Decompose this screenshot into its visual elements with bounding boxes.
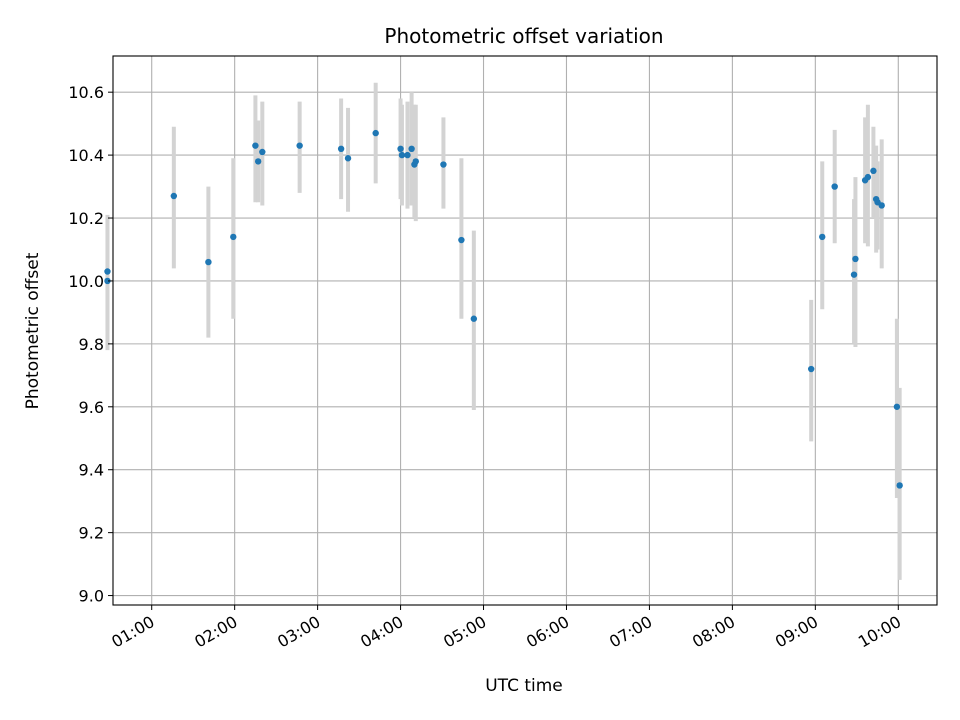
data-point <box>850 271 858 278</box>
data-point <box>440 161 447 168</box>
data-point <box>831 183 838 190</box>
data-point <box>259 148 266 156</box>
y-tick-label: 9.4 <box>79 461 104 480</box>
data-point <box>412 158 419 165</box>
data-point <box>819 233 826 241</box>
data-point <box>205 258 212 266</box>
data-point <box>807 365 815 373</box>
data-point <box>254 158 262 165</box>
data-point <box>344 155 352 162</box>
data-point <box>470 315 478 322</box>
data-point <box>296 142 303 149</box>
y-tick-label: 9.6 <box>79 398 104 417</box>
y-tick-label: 10.4 <box>68 146 104 165</box>
data-point <box>896 482 903 489</box>
data-point <box>408 145 415 153</box>
data-point <box>372 129 379 137</box>
x-axis-title: UTC time <box>485 676 563 696</box>
data-point <box>404 151 411 159</box>
plot-frame <box>112 55 938 606</box>
data-point <box>397 145 404 153</box>
data-point <box>230 233 237 241</box>
y-tick-label: 9.2 <box>79 524 104 543</box>
data-point <box>170 192 178 200</box>
data-points <box>104 129 903 489</box>
data-point <box>337 145 345 153</box>
data-point <box>104 277 111 285</box>
y-axis-title: Photometric offset <box>23 252 43 409</box>
data-point <box>864 173 872 181</box>
y-tick-label: 10.2 <box>68 209 104 228</box>
y-tick-label: 9.0 <box>79 587 104 606</box>
data-point <box>458 236 465 244</box>
y-axis-ticks: 9.0 9.2 9.4 9.6 9.8 10.0 10.2 10.4 10.6 <box>68 83 113 606</box>
data-point <box>852 255 859 263</box>
data-point <box>878 202 885 209</box>
y-tick-label: 10.6 <box>68 83 104 102</box>
chart-title: Photometric offset variation <box>384 24 663 48</box>
y-tick-label: 10.0 <box>68 272 104 291</box>
data-point <box>398 151 406 159</box>
data-point <box>252 142 259 149</box>
y-tick-label: 9.8 <box>79 335 104 354</box>
data-point <box>104 268 111 275</box>
data-point <box>870 167 877 175</box>
data-point <box>893 403 901 410</box>
